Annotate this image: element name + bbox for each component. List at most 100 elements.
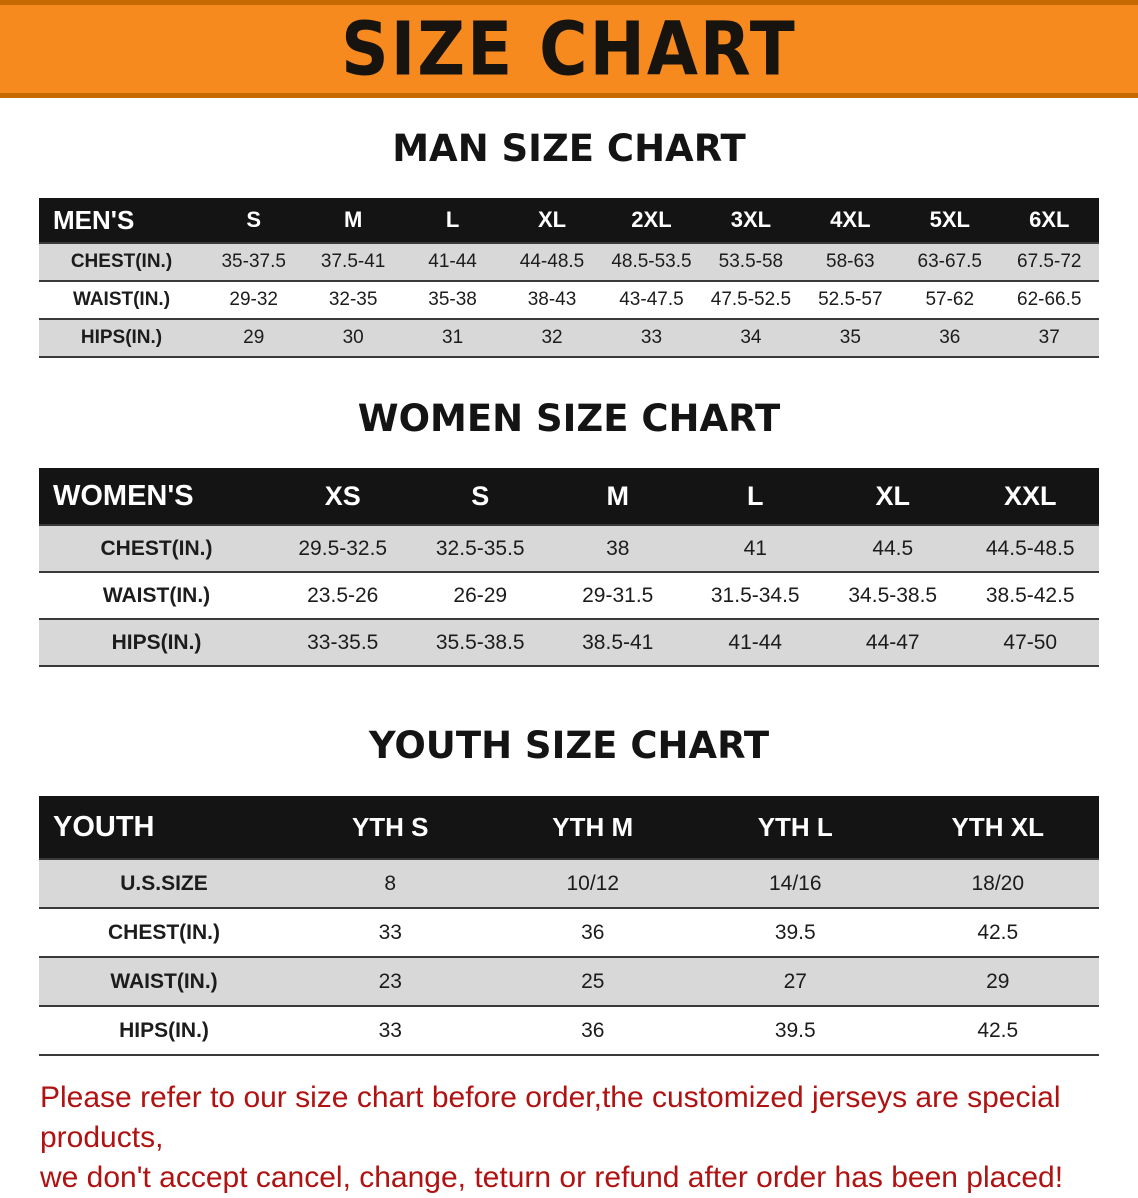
value-cell: 35 — [800, 318, 901, 358]
row-label-cell: CHEST(IN.) — [39, 907, 289, 958]
table-title-cell: MEN'S — [39, 198, 204, 243]
value-cell: 43-47.5 — [601, 280, 702, 320]
size-header-cell: 3XL — [701, 198, 801, 243]
value-cell: 37.5-41 — [303, 242, 403, 282]
table-row: CHEST(IN.) 29.5-32.5 32.5-35.5 38 41 44.5 44.5… — [39, 524, 1099, 573]
table-header-row: MEN'S S M L XL 2XL 3XL 4XL 5XL 6XL — [39, 198, 1099, 243]
size-header-cell: S — [411, 468, 549, 525]
section-women: WOMEN SIZE CHART WOMEN'S XS S M L XL XXL CHEST(… — [0, 396, 1138, 667]
row-label-cell: WAIST(IN.) — [39, 280, 204, 320]
value-cell: 18/20 — [896, 858, 1099, 909]
value-cell: 34 — [701, 318, 801, 358]
size-header-cell: YTH XL — [896, 796, 1099, 859]
value-cell: 41-44 — [402, 242, 503, 282]
youth-size-table: YOUTH YTH S YTH M YTH L YTH XL U.S.SIZE 8 10/12… — [39, 796, 1099, 1056]
value-cell: 33-35.5 — [274, 618, 412, 667]
value-cell: 23.5-26 — [274, 571, 412, 620]
size-header-cell: 6XL — [999, 198, 1099, 243]
value-cell: 53.5-58 — [701, 242, 801, 282]
size-header-cell: 5XL — [900, 198, 1000, 243]
size-header-cell: XL — [824, 468, 962, 525]
value-cell: 42.5 — [896, 907, 1099, 958]
row-label-cell: CHEST(IN.) — [39, 524, 274, 573]
value-cell: 29 — [896, 956, 1099, 1007]
value-cell: 38-43 — [502, 280, 602, 320]
value-cell: 10/12 — [491, 858, 694, 909]
size-header-cell: 4XL — [800, 198, 901, 243]
value-cell: 32.5-35.5 — [411, 524, 549, 573]
value-cell: 38 — [549, 524, 687, 573]
value-cell: 25 — [491, 956, 694, 1007]
value-cell: 31.5-34.5 — [686, 571, 824, 620]
value-cell: 14/16 — [694, 858, 897, 909]
value-cell: 62-66.5 — [999, 280, 1099, 320]
value-cell: 48.5-53.5 — [601, 242, 702, 282]
value-cell: 35.5-38.5 — [411, 618, 549, 667]
value-cell: 35-37.5 — [204, 242, 304, 282]
row-label-cell: HIPS(IN.) — [39, 1005, 289, 1056]
value-cell: 33 — [289, 907, 492, 958]
value-cell: 41-44 — [686, 618, 824, 667]
value-cell: 41 — [686, 524, 824, 573]
value-cell: 27 — [694, 956, 897, 1007]
value-cell: 44.5 — [824, 524, 962, 573]
youth-section-heading: YOUTH SIZE CHART — [368, 724, 770, 767]
value-cell: 29 — [204, 318, 304, 358]
value-cell: 31 — [402, 318, 503, 358]
value-cell: 30 — [303, 318, 403, 358]
value-cell: 36 — [491, 907, 694, 958]
value-cell: 44-47 — [824, 618, 962, 667]
men-section-heading: MAN SIZE CHART — [392, 127, 746, 170]
value-cell: 38.5-42.5 — [961, 571, 1099, 620]
size-header-cell: YTH L — [694, 796, 897, 859]
value-cell: 36 — [900, 318, 1000, 358]
table-row: WAIST(IN.) 29-32 32-35 35-38 38-43 43-47.5 47.… — [39, 280, 1099, 320]
women-size-table: WOMEN'S XS S M L XL XXL CHEST(IN.) 29.5-32.5 32.5… — [39, 468, 1099, 667]
size-header-cell: YTH M — [491, 796, 694, 859]
size-header-cell: YTH S — [289, 796, 492, 859]
value-cell: 35-38 — [402, 280, 503, 320]
size-header-cell: S — [204, 198, 304, 243]
value-cell: 32-35 — [303, 280, 403, 320]
size-header-cell: XS — [274, 468, 412, 525]
row-label-cell: WAIST(IN.) — [39, 956, 289, 1007]
men-size-table: MEN'S S M L XL 2XL 3XL 4XL 5XL 6XL CHEST(IN.) 35-37… — [39, 198, 1099, 358]
table-row: CHEST(IN.) 35-37.5 37.5-41 41-44 44-48.5 48.5… — [39, 242, 1099, 282]
value-cell: 38.5-41 — [549, 618, 687, 667]
value-cell: 33 — [601, 318, 702, 358]
value-cell: 37 — [999, 318, 1099, 358]
table-row: WAIST(IN.) 23 25 27 29 — [39, 956, 1099, 1007]
table-header-row: WOMEN'S XS S M L XL XXL — [39, 468, 1099, 525]
table-title-cell: WOMEN'S — [39, 468, 274, 525]
banner: SIZE CHART — [0, 0, 1138, 98]
footer-note-line-2: we don't accept cancel, change, teturn o… — [40, 1161, 1064, 1194]
value-cell: 47.5-52.5 — [701, 280, 801, 320]
row-label-cell: WAIST(IN.) — [39, 571, 274, 620]
table-row: HIPS(IN.) 33-35.5 35.5-38.5 38.5-41 41-44 44-… — [39, 618, 1099, 667]
row-label-cell: HIPS(IN.) — [39, 618, 274, 667]
size-header-cell: XXL — [961, 468, 1099, 525]
row-label-cell: HIPS(IN.) — [39, 318, 204, 358]
value-cell: 32 — [502, 318, 602, 358]
women-section-heading: WOMEN SIZE CHART — [357, 397, 781, 440]
value-cell: 39.5 — [694, 1005, 897, 1056]
size-header-cell: XL — [502, 198, 602, 243]
value-cell: 42.5 — [896, 1005, 1099, 1056]
value-cell: 63-67.5 — [900, 242, 1000, 282]
value-cell: 23 — [289, 956, 492, 1007]
value-cell: 34.5-38.5 — [824, 571, 962, 620]
value-cell: 39.5 — [694, 907, 897, 958]
size-header-cell: M — [303, 198, 403, 243]
value-cell: 44-48.5 — [502, 242, 602, 282]
value-cell: 57-62 — [900, 280, 1000, 320]
value-cell: 29-31.5 — [549, 571, 687, 620]
size-header-cell: 2XL — [601, 198, 702, 243]
size-header-cell: M — [549, 468, 687, 525]
value-cell: 33 — [289, 1005, 492, 1056]
table-header-row: YOUTH YTH S YTH M YTH L YTH XL — [39, 796, 1099, 859]
table-row: CHEST(IN.) 33 36 39.5 42.5 — [39, 907, 1099, 958]
table-row: U.S.SIZE 8 10/12 14/16 18/20 — [39, 858, 1099, 909]
value-cell: 44.5-48.5 — [961, 524, 1099, 573]
table-row: WAIST(IN.) 23.5-26 26-29 29-31.5 31.5-34.5 34… — [39, 571, 1099, 620]
